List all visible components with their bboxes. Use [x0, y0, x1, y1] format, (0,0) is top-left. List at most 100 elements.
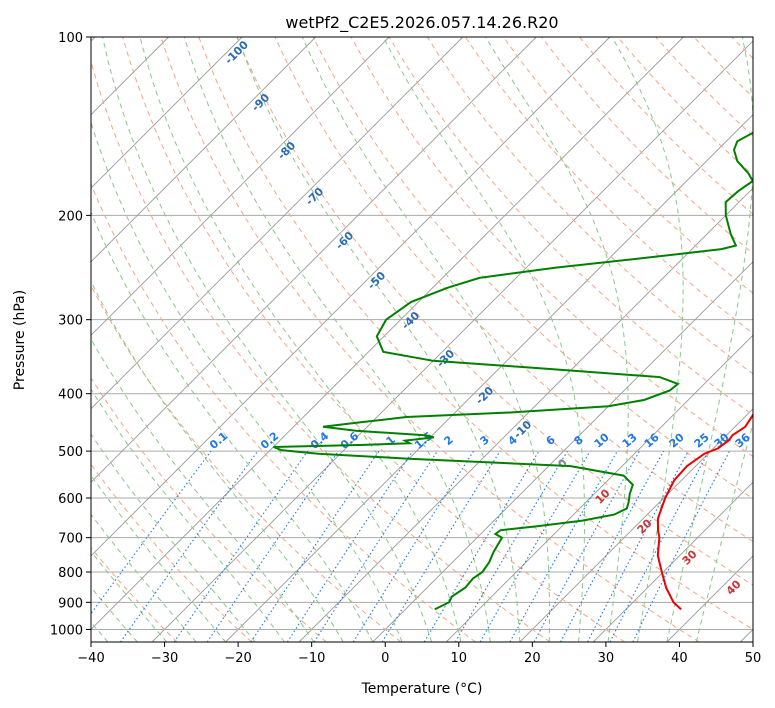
y-tick-label: 500 [58, 445, 83, 460]
moist-adiabat-line [102, 37, 432, 642]
y-tick-label: 1000 [50, 623, 83, 638]
isotherm-line [91, 37, 464, 410]
dry-adiabat-line [617, 37, 753, 176]
mixing-ratio-line [206, 450, 339, 642]
isotherm-line [91, 37, 390, 336]
isotherm-line [151, 40, 753, 642]
moist-adiabat-label: -60 [333, 229, 356, 252]
dry-adiabat-line [770, 37, 775, 642]
guide-line-labels: 0.1 0.2 0.4 0.6 1 1.5 2 3 4 6 8 10 13 16 20 25 30 36-100-… [207, 38, 753, 598]
moist-adiabat-line [666, 37, 753, 642]
dry-adiabat-line [388, 37, 753, 416]
mixing-ratio-label: 3 [478, 433, 492, 448]
moist-adiabat-line [611, 37, 684, 642]
dry-adiabat-label: 10 [593, 486, 613, 506]
x-tick-label: 40 [671, 651, 688, 666]
isotherm-line [91, 37, 684, 631]
moist-adiabat-line [236, 37, 521, 642]
dry-adiabat-line [312, 37, 753, 500]
mixing-ratio-line [454, 450, 568, 642]
isotherm-line [372, 261, 753, 642]
mixing-ratio-line [381, 450, 501, 642]
dry-adiabat-line [350, 37, 753, 458]
mixing-ratio-label: 13 [620, 431, 640, 451]
moist-adiabat-line [183, 37, 491, 642]
mixing-ratio-label: 10 [592, 430, 612, 450]
isotherm-line [91, 37, 611, 557]
y-axis-label: Pressure (hPa) [12, 290, 28, 390]
x-tick-label: 10 [451, 651, 468, 666]
y-tick-label: 800 [58, 566, 83, 581]
mixing-ratio-label: 6 [544, 433, 558, 448]
moist-adiabat-line [382, 37, 585, 642]
mixing-ratio-line [423, 450, 540, 642]
dry-adiabat-line [464, 37, 753, 335]
mixing-ratio-line [509, 450, 618, 642]
mixing-ratio-label: 16 [642, 430, 662, 450]
mixing-ratio-line [632, 450, 731, 642]
dry-adiabat-line [91, 182, 476, 642]
dry-adiabat-line [91, 59, 551, 642]
mixing-ratio-line [533, 450, 640, 642]
dry-adiabat-line [274, 37, 753, 543]
dry-adiabat-line [502, 37, 753, 294]
dry-adiabat-line [655, 37, 753, 137]
moist-adiabat-line [91, 513, 197, 642]
moist-adiabat-label: -30 [434, 347, 457, 370]
mixing-ratio-lines [91, 450, 731, 642]
dry-adiabat-line [198, 37, 753, 630]
isotherm-line [592, 481, 753, 642]
mixing-ratio-label: 2 [442, 433, 456, 448]
isotherm-line [519, 408, 753, 642]
dry-adiabat-line [91, 284, 402, 642]
chart-title: wetPf2_C2E5.2026.057.14.26.R20 [285, 13, 558, 33]
moist-adiabat-line [139, 37, 462, 642]
isotherm-line [91, 37, 537, 483]
mixing-ratio-label: 0.6 [338, 429, 362, 452]
moist-adiabat-line [301, 37, 550, 642]
mixing-ratio-line [286, 450, 414, 642]
mixing-ratio-label: 25 [692, 431, 712, 451]
mixing-ratio-label: 1 [384, 433, 398, 448]
isotherm-line [740, 628, 753, 642]
y-tick-label: 400 [58, 388, 83, 403]
mixing-ratio-label: 1.5 [412, 429, 435, 451]
y-tick-label: 200 [58, 209, 83, 224]
dry-adiabat-line [91, 463, 253, 642]
mixing-ratio-label: 0.1 [207, 429, 230, 451]
dry-adiabat-lines [91, 37, 775, 642]
mixing-ratio-line [250, 450, 380, 642]
dry-adiabat-label: 40 [724, 577, 744, 597]
moist-adiabat-label: -70 [303, 185, 326, 208]
moist-adiabat-line [91, 474, 226, 642]
isobar-lines [91, 37, 753, 630]
moist-adiabat-line [91, 120, 403, 642]
moist-adiabat-label: -80 [275, 139, 298, 162]
mixing-ratio-line [119, 450, 259, 642]
isotherm-line [225, 113, 753, 642]
dry-adiabat-line [91, 546, 178, 642]
y-tick-label: 700 [58, 532, 83, 547]
moist-adiabat-line [91, 388, 285, 642]
moist-adiabat-line [91, 433, 256, 642]
plot-frame [90, 36, 754, 643]
mixing-ratio-line [560, 450, 665, 642]
x-tick-label: −20 [224, 651, 251, 666]
isotherm-line [666, 555, 753, 642]
x-tick-label: 30 [598, 651, 615, 666]
dry-adiabat-line [91, 376, 327, 642]
mixing-ratio-line [352, 450, 475, 642]
y-tick-label: 300 [58, 314, 83, 329]
moist-adiabat-line [91, 550, 168, 642]
x-tick-label: −40 [77, 651, 104, 666]
dewpoint-profile-line [273, 131, 753, 611]
x-tick-label: 0 [381, 651, 389, 666]
dry-adiabat-line [236, 37, 753, 586]
x-tick-label: −30 [151, 651, 178, 666]
x-axis-ticks: −40 −30 −20 −10 0 10 20 30 40 50 [77, 642, 761, 666]
temperature-profile-line [656, 413, 753, 611]
mixing-ratio-label: 20 [667, 430, 687, 450]
dry-adiabat-line [160, 37, 700, 642]
dry-adiabat-line [122, 37, 625, 642]
moist-adiabat-label: -40 [399, 309, 422, 332]
